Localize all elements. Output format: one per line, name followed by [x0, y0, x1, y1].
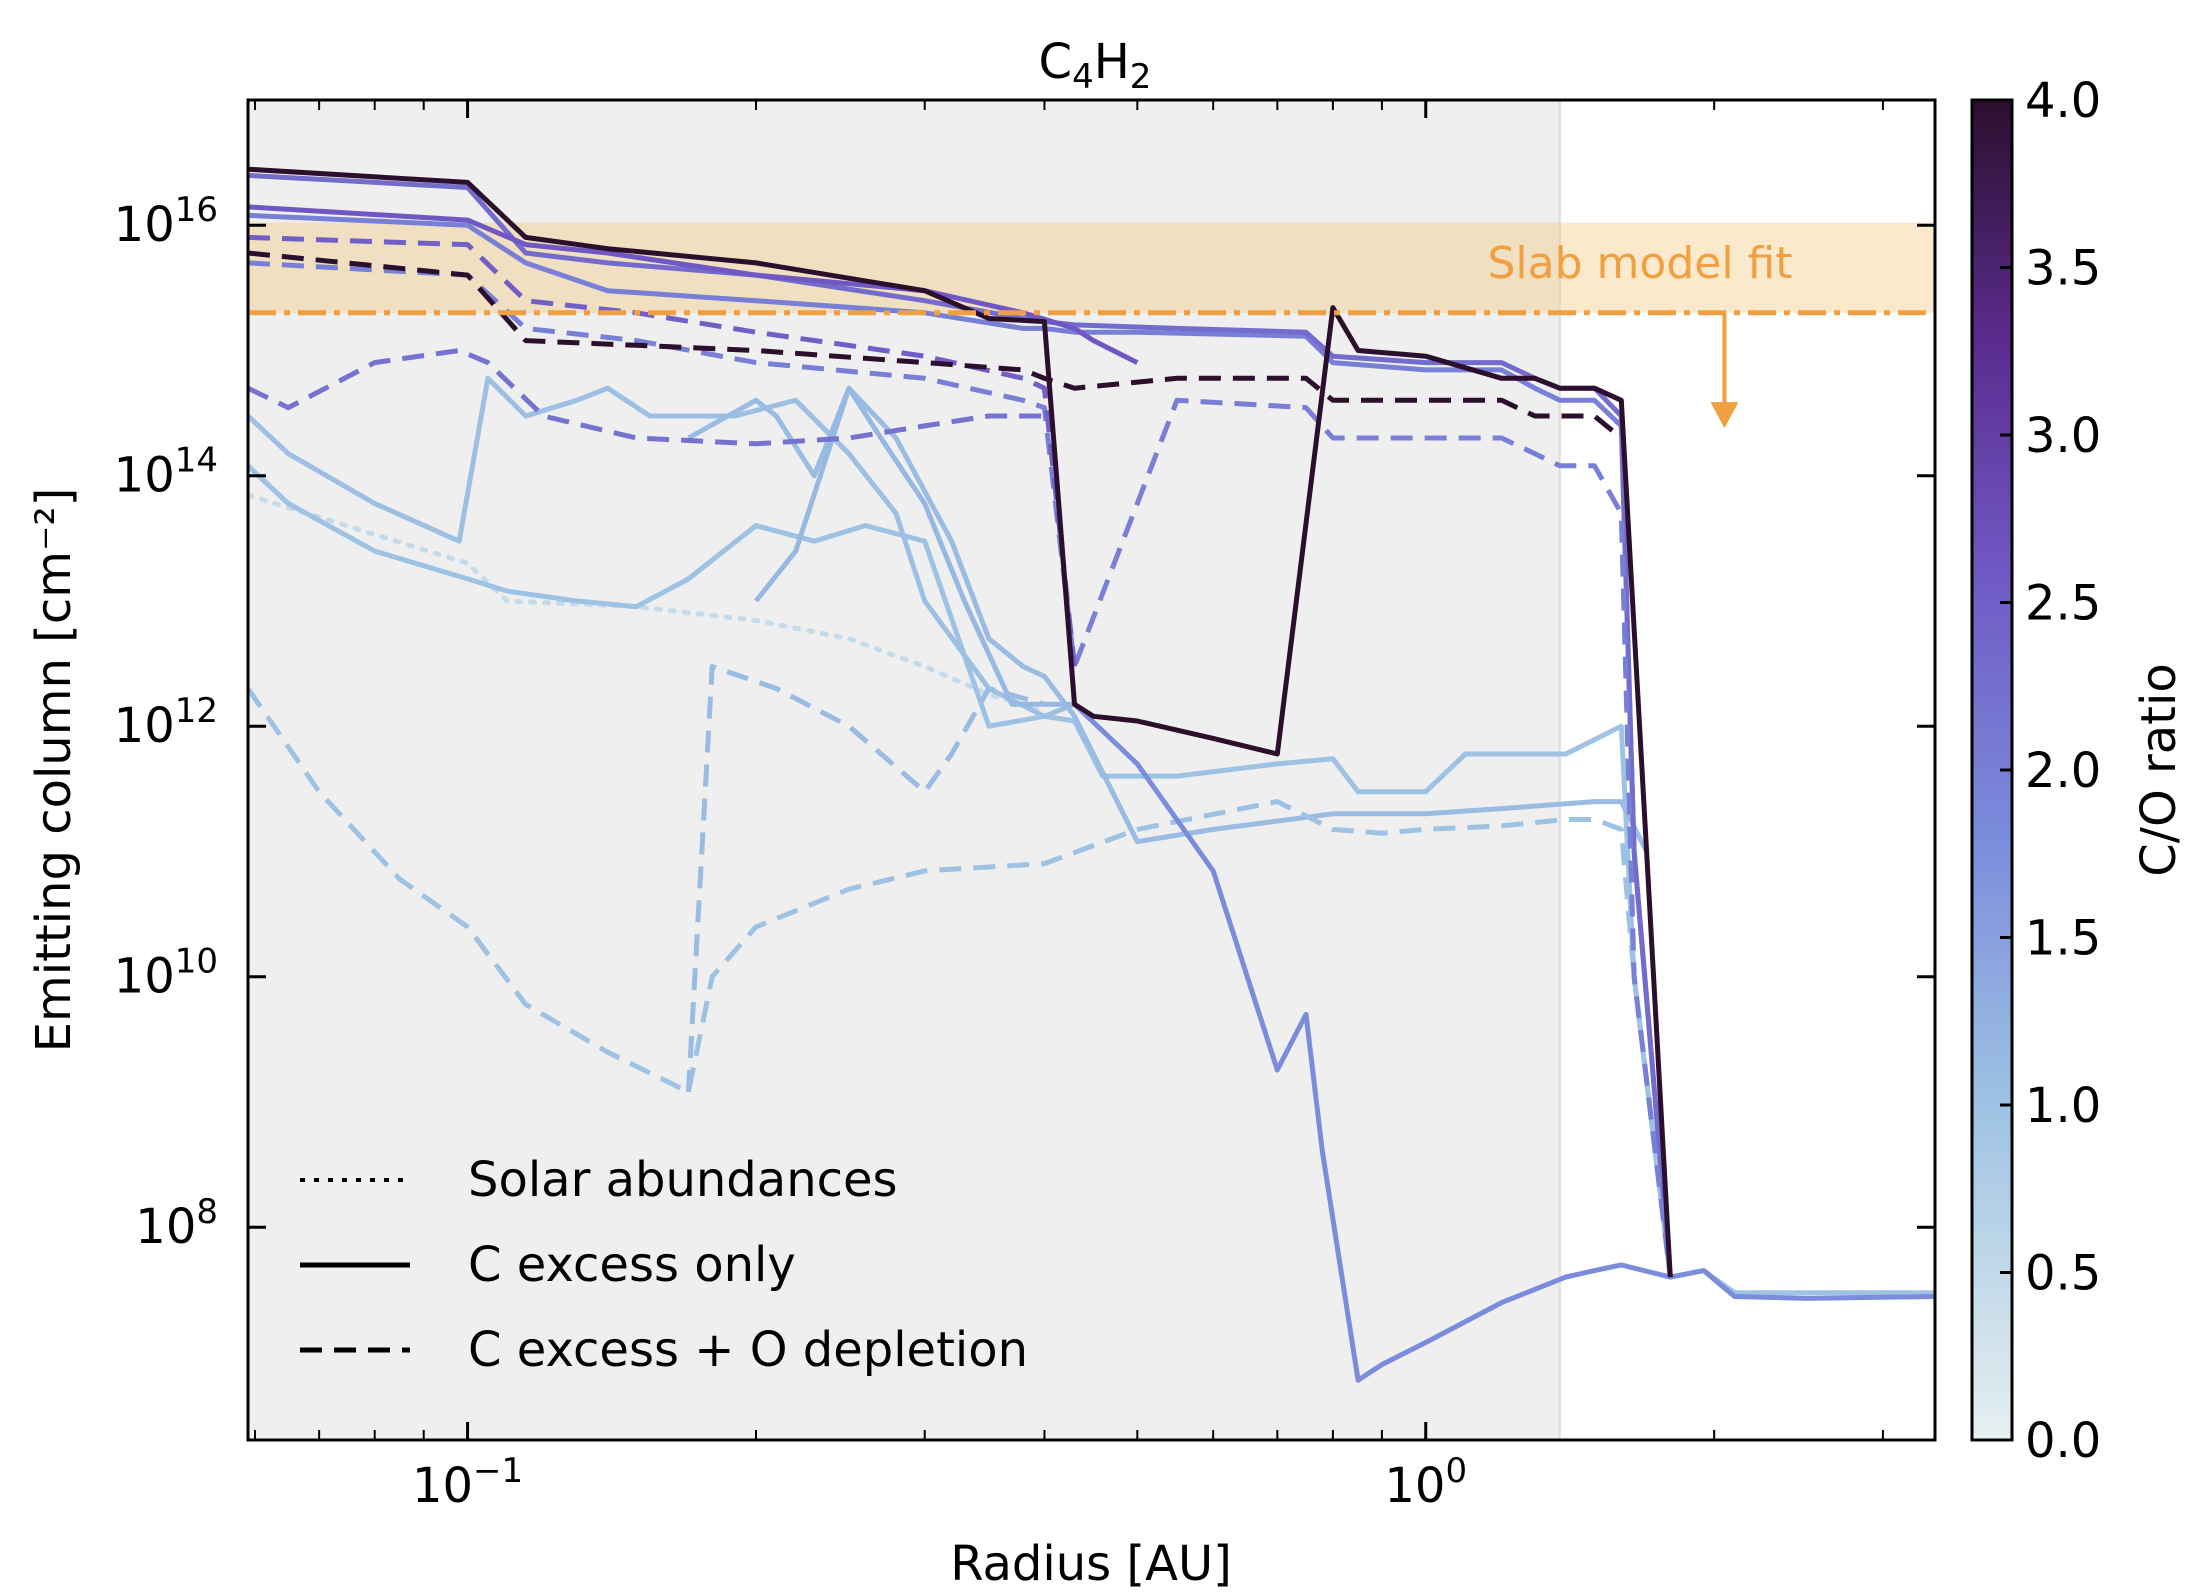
chart-title: C4H2: [1039, 34, 1152, 97]
y-tick-label: 1010: [114, 942, 218, 1005]
slab-fit-arrowhead: [1710, 402, 1739, 429]
x-tick-label: 10−1: [412, 1451, 523, 1514]
series-line-c_solid_2.0: [248, 212, 1673, 1278]
y-tick-labels: 108 1010 1012 1014 1016: [114, 190, 218, 1255]
colorbar: 0.0 0.5 1.0 1.5 2.0 2.5 3.0 3.5 4.0 C/O …: [1970, 73, 2187, 1469]
y-tick-label: 1012: [114, 691, 218, 754]
slab-fit-label: Slab model fit: [1488, 238, 1793, 289]
colorbar-tick-label: 2.0: [2025, 743, 2101, 799]
legend-label: C excess + O depletion: [468, 1322, 1028, 1378]
colorbar-tick-label: 0.5: [2025, 1246, 2101, 1302]
series-line-c_solid_1.0b: [248, 375, 1076, 719]
colorbar-tick-label: 4.0: [2025, 73, 2101, 129]
series-line-c_solid_4.0: [248, 166, 1673, 1278]
colorbar-label: C/O ratio: [2131, 663, 2187, 876]
y-tick-label: 1016: [114, 190, 218, 253]
series-line-solar: [248, 492, 1047, 715]
legend-label: C excess only: [468, 1237, 796, 1293]
x-tick-labels: 10−1 100: [412, 1451, 1467, 1514]
series-line-c_solid_1.8: [1072, 702, 1935, 1383]
series-line-c_dash_2.5: [248, 234, 1077, 667]
y-tick-label: 1014: [114, 441, 218, 504]
y-tick-label: 108: [135, 1192, 218, 1255]
colorbar-tick-label: 2.5: [2025, 576, 2101, 632]
x-axis-label: Radius [AU]: [950, 1536, 1232, 1592]
legend: Solar abundances C excess only C excess …: [300, 1152, 1028, 1378]
series-line-c_dash_1.1: [685, 664, 1046, 1093]
series-line-c_dash_1.0: [248, 687, 1673, 1278]
series-line-c_dash_2.0: [248, 260, 1673, 1278]
series-group: [248, 166, 1935, 1383]
y-axis-label: Emitting column [cm⁻²]: [26, 488, 82, 1053]
series-line-c_solid_2.6: [248, 204, 1139, 365]
legend-label: Solar abundances: [468, 1152, 898, 1208]
x-tick-label: 100: [1384, 1451, 1467, 1514]
series-line-c_dash_2.2: [248, 348, 1045, 447]
ticks: [248, 100, 1935, 1440]
series-line-c_solid_1.1: [687, 385, 1649, 853]
colorbar-tick-label: 0.0: [2025, 1413, 2101, 1469]
plot-frame: [246, 98, 1937, 1442]
series-line-c_dash_4.0: [248, 250, 1623, 440]
colorbar-tick-label: 3.5: [2025, 241, 2101, 297]
colorbar-tick-label: 1.0: [2025, 1078, 2101, 1134]
colorbar-tick-label: 1.5: [2025, 911, 2101, 967]
colorbar-ticks: [2000, 98, 2012, 1442]
colorbar-tick-label: 3.0: [2025, 408, 2101, 464]
series-line-c_solid_1.2: [754, 385, 1075, 707]
